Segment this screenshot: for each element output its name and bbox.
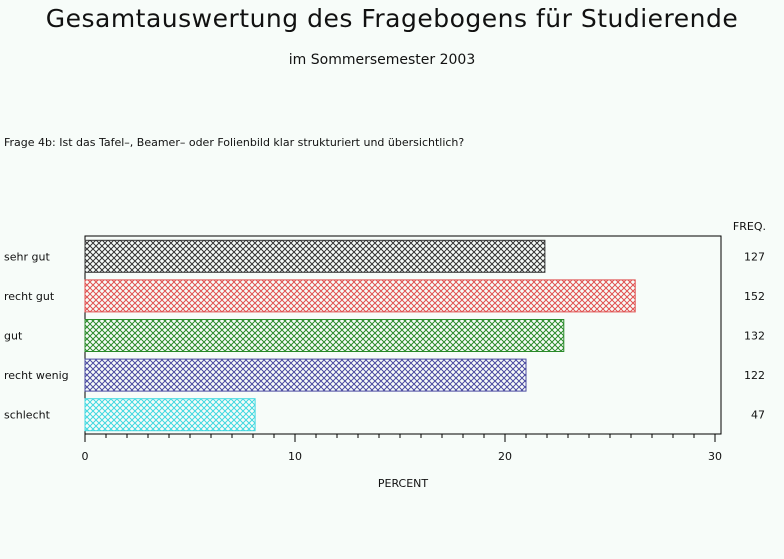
bar-recht-gut — [84, 279, 636, 313]
x-tick-label: 0 — [82, 450, 89, 463]
question-text: Frage 4b: Ist das Tafel–, Beamer– oder F… — [4, 136, 465, 149]
category-label-schlecht: schlecht — [4, 409, 51, 422]
x-tick-label: 30 — [708, 450, 722, 463]
bar-sehr-gut — [84, 239, 546, 273]
freq-value-gut: 132 — [744, 330, 765, 343]
chart-title: Gesamtauswertung des Fragebogens für Stu… — [45, 4, 739, 33]
x-tick-label: 20 — [498, 450, 512, 463]
freq-value-sehr-gut: 127 — [744, 250, 765, 263]
x-axis-label: PERCENT — [378, 477, 429, 490]
bar-recht-wenig — [84, 358, 527, 392]
freq-value-recht-gut: 152 — [744, 290, 765, 303]
bar-schlecht — [84, 398, 256, 432]
freq-value-schlecht: 47 — [751, 409, 765, 422]
category-label-recht-wenig: recht wenig — [4, 369, 69, 382]
freq-header: FREQ. — [733, 220, 766, 233]
category-label-gut: gut — [4, 330, 23, 343]
category-label-recht-gut: recht gut — [4, 290, 55, 303]
freq-value-recht-wenig: 122 — [744, 369, 765, 382]
chart-subtitle: im Sommersemester 2003 — [288, 52, 476, 68]
category-label-sehr-gut: sehr gut — [4, 250, 50, 263]
bar-gut — [84, 319, 565, 352]
x-tick-label: 10 — [288, 450, 302, 463]
